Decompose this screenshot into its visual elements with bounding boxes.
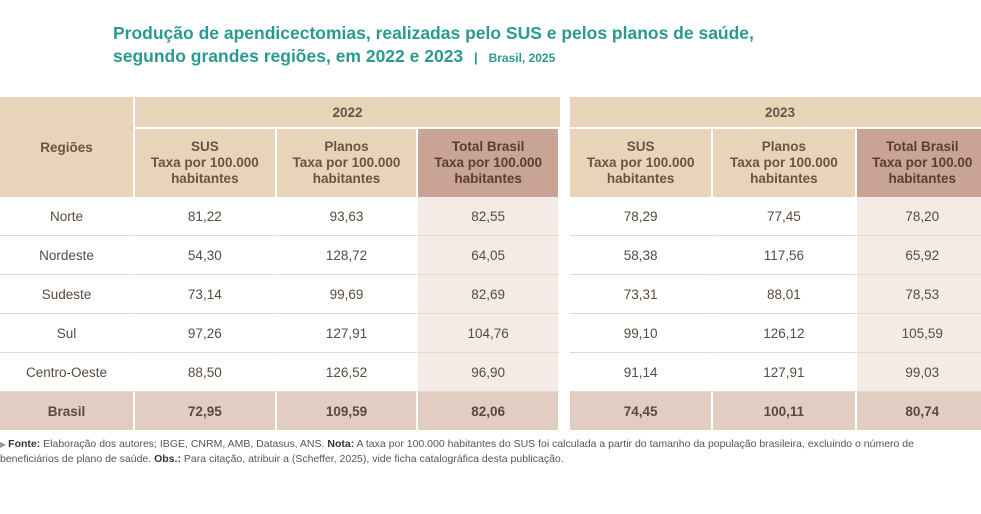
region-cell: Centro-Oeste bbox=[0, 353, 135, 392]
col-header-l3: habitantes bbox=[606, 171, 675, 186]
col-header-l2: Taxa por 100.000 bbox=[150, 155, 259, 170]
col-header-l2: Taxa por 100.000 bbox=[434, 155, 543, 170]
table-row: 99,10 126,12 105,59 bbox=[570, 314, 981, 353]
nota-text: A taxa por 100.000 habitantes do SUS foi… bbox=[0, 438, 914, 465]
total-cell: 105,59 bbox=[856, 314, 981, 353]
col-header-l2: Taxa por 100.000 bbox=[292, 155, 401, 170]
obs-text: Para citação, atribuir a (Scheffer, 2025… bbox=[180, 453, 564, 465]
sus-cell: 97,26 bbox=[135, 314, 277, 353]
page-title: Produção de apendicectomias, realizadas … bbox=[113, 22, 813, 70]
region-cell: Norte bbox=[0, 197, 135, 236]
total-cell: 82,69 bbox=[418, 275, 560, 314]
table-row: Centro-Oeste 88,50 126,52 96,90 bbox=[0, 353, 560, 392]
total-cell: 99,03 bbox=[856, 353, 981, 392]
sus-cell: 54,30 bbox=[135, 236, 277, 275]
sus-cell: 81,22 bbox=[135, 197, 277, 236]
regions-header: Regiões bbox=[0, 97, 135, 197]
table-row: Norte 81,22 93,63 82,55 bbox=[0, 197, 560, 236]
sus-cell: 99,10 bbox=[570, 314, 714, 353]
planos-cell: 127,91 bbox=[713, 353, 857, 392]
col-header-total-2022: Total Brasil Taxa por 100.000 habitantes bbox=[418, 129, 560, 197]
col-header-l3: habitantes bbox=[750, 171, 818, 186]
fonte-text: Elaboração dos autores; IBGE, CNRM, AMB,… bbox=[40, 438, 328, 450]
title-separator: | bbox=[474, 50, 478, 65]
sus-cell: 74,45 bbox=[570, 392, 714, 430]
col-header-sus-2023: SUS Taxa por 100.000 habitantes bbox=[570, 129, 714, 197]
brasil-total-row: 74,45 100,11 80,74 bbox=[570, 392, 981, 430]
col-header-sus-2022: SUS Taxa por 100.000 habitantes bbox=[135, 129, 277, 197]
year-header-2023: 2023 bbox=[570, 97, 981, 129]
col-header-l1: SUS bbox=[626, 139, 655, 154]
planos-cell: 126,12 bbox=[713, 314, 857, 353]
col-header-l2: Taxa por 100.00 bbox=[872, 155, 973, 170]
col-header-l2: Taxa por 100.000 bbox=[586, 155, 695, 170]
col-header-l3: habitantes bbox=[454, 171, 522, 186]
table-row: Sudeste 73,14 99,69 82,69 bbox=[0, 275, 560, 314]
col-header-l2: Taxa por 100.000 bbox=[729, 155, 838, 170]
total-cell: 78,20 bbox=[856, 197, 981, 236]
planos-cell: 77,45 bbox=[713, 197, 857, 236]
sus-cell: 73,14 bbox=[135, 275, 277, 314]
title-line-2-text: segundo grandes regiões, em 2022 e 2023 bbox=[113, 46, 464, 66]
table-row: 78,29 77,45 78,20 bbox=[570, 197, 981, 236]
nota-label: Nota: bbox=[327, 438, 355, 450]
table-row: Sul 97,26 127,91 104,76 bbox=[0, 314, 560, 353]
col-header-total-2023: Total Brasil Taxa por 100.00 habitantes bbox=[856, 129, 981, 197]
planos-cell: 117,56 bbox=[713, 236, 857, 275]
col-header-l1: SUS bbox=[190, 139, 219, 154]
sus-cell: 73,31 bbox=[570, 275, 714, 314]
total-cell: 104,76 bbox=[418, 314, 560, 353]
col-header-l1: Total Brasil bbox=[886, 139, 959, 154]
total-cell: 64,05 bbox=[418, 236, 560, 275]
region-cell: Nordeste bbox=[0, 236, 135, 275]
planos-cell: 109,59 bbox=[276, 392, 419, 430]
planos-cell: 88,01 bbox=[713, 275, 857, 314]
col-header-planos-2022: Planos Taxa por 100.000 habitantes bbox=[276, 129, 419, 197]
obs-label: Obs.: bbox=[154, 453, 181, 465]
total-cell: 82,55 bbox=[418, 197, 560, 236]
sus-cell: 91,14 bbox=[570, 353, 714, 392]
brasil-total-row: Brasil 72,95 109,59 82,06 bbox=[0, 392, 560, 430]
table-row: 58,38 117,56 65,92 bbox=[570, 236, 981, 275]
sus-cell: 72,95 bbox=[135, 392, 277, 430]
col-header-l1: Total Brasil bbox=[451, 139, 525, 154]
sus-cell: 88,50 bbox=[135, 353, 277, 392]
planos-cell: 99,69 bbox=[276, 275, 419, 314]
title-line-2: segundo grandes regiões, em 2022 e 2023 … bbox=[113, 45, 813, 70]
total-cell: 78,53 bbox=[856, 275, 981, 314]
region-cell: Sul bbox=[0, 314, 135, 353]
total-cell: 65,92 bbox=[856, 236, 981, 275]
triangle-bullet-icon: ▶ bbox=[0, 440, 7, 449]
fonte-label: Fonte: bbox=[8, 438, 41, 450]
planos-cell: 127,91 bbox=[276, 314, 419, 353]
col-header-l3: habitantes bbox=[888, 171, 957, 186]
sus-cell: 78,29 bbox=[570, 197, 714, 236]
region-cell: Sudeste bbox=[0, 275, 135, 314]
region-cell: Brasil bbox=[0, 392, 135, 430]
col-header-l3: habitantes bbox=[312, 171, 381, 186]
planos-cell: 126,52 bbox=[276, 353, 419, 392]
planos-cell: 93,63 bbox=[276, 197, 419, 236]
total-cell: 96,90 bbox=[418, 353, 560, 392]
planos-cell: 100,11 bbox=[713, 392, 857, 430]
table-row: Nordeste 54,30 128,72 64,05 bbox=[0, 236, 560, 275]
footnote: ▶ Fonte: Elaboração dos autores; IBGE, CN… bbox=[0, 437, 975, 466]
year-header-2022: 2022 bbox=[135, 97, 560, 129]
title-subtitle: Brasil, 2025 bbox=[488, 51, 556, 65]
col-header-l1: Planos bbox=[761, 139, 807, 154]
table-2022: Regiões 2022 SUS Taxa por 100.000 habita… bbox=[0, 97, 560, 430]
planos-cell: 128,72 bbox=[276, 236, 419, 275]
table-row: 73,31 88,01 78,53 bbox=[570, 275, 981, 314]
table-row: 91,14 127,91 99,03 bbox=[570, 353, 981, 392]
sus-cell: 58,38 bbox=[570, 236, 714, 275]
col-header-planos-2023: Planos Taxa por 100.000 habitantes bbox=[713, 129, 857, 197]
table-2023: 2023 SUS Taxa por 100.000 habitantes Pla… bbox=[570, 97, 981, 430]
title-line-1: Produção de apendicectomias, realizadas … bbox=[113, 23, 754, 43]
total-cell: 82,06 bbox=[418, 392, 560, 430]
col-header-l1: Planos bbox=[324, 139, 369, 154]
col-header-l3: habitantes bbox=[171, 171, 239, 186]
total-cell: 80,74 bbox=[856, 392, 981, 430]
